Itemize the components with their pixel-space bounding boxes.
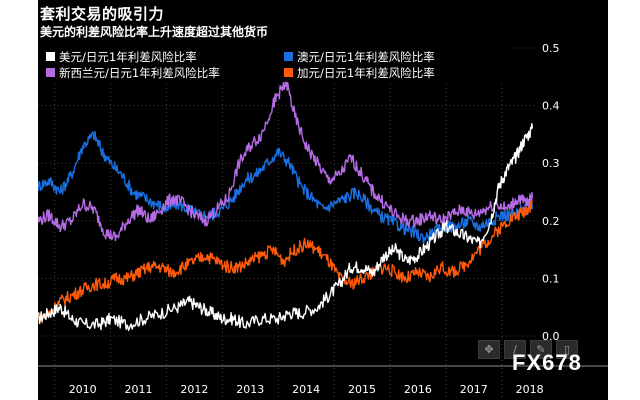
legend-background [42, 46, 512, 82]
y-tick-label: 0.2 [542, 215, 560, 228]
x-tick-label: 2013 [236, 383, 264, 396]
legend-label: 新西兰元/日元1年利差风险比率 [59, 66, 220, 80]
chart-frame: 0.0 0.1 0.2 0.3 0.4 0.5 2010 2011 2012 2013 2014 20… [38, 0, 633, 400]
rectangle-tool-icon[interactable]: ▯ [556, 340, 578, 359]
y-axis-title: 比率 [618, 182, 633, 212]
y-tick-label: 0.4 [542, 100, 560, 113]
move-tool-icon[interactable]: ✥ [478, 340, 500, 359]
watermark: FX678 [512, 350, 582, 375]
legend: 美元/日元1年利差风险比率 澳元/日元1年利差风险比率新西兰元/日元1年利差风险比… [42, 46, 512, 82]
legend-swatch [284, 52, 293, 61]
legend-label: 美元/日元1年利差风险比率 [59, 50, 197, 64]
y-tick-label: 0.3 [542, 157, 560, 170]
pencil-tool-icon[interactable]: ✎ [530, 340, 552, 359]
line-tool-icon[interactable]: ∕ [504, 340, 526, 359]
legend-label: 澳元/日元1年利差风险比率 [297, 50, 435, 64]
legend-swatch [46, 52, 55, 61]
x-tick-label: 2017 [460, 383, 488, 396]
x-tick-label: 2016 [404, 383, 432, 396]
x-tick-label: 2015 [348, 383, 376, 396]
chart-toolbar: ✥ ∕ ✎ ▯ [478, 340, 578, 359]
series-line-0 [38, 123, 534, 332]
x-tick-label: 2011 [125, 383, 153, 396]
x-tick-label: 2018 [516, 383, 544, 396]
x-tick-label: 2010 [69, 383, 97, 396]
y-tick-label: 0.5 [542, 42, 560, 55]
y-tick-label: 0.0 [542, 330, 560, 343]
x-tick-label: 2012 [180, 383, 208, 396]
x-tick-label: 2014 [292, 383, 320, 396]
chart-title: 套利交易的吸引力 [40, 5, 165, 23]
series-line-3 [38, 199, 533, 325]
series-line-1 [38, 130, 534, 246]
legend-swatch [284, 68, 293, 77]
chart-subtitle: 美元的利差风险比率上升速度超过其他货币 [40, 25, 269, 39]
legend-swatch [46, 68, 55, 77]
y-tick-label: 0.1 [542, 272, 560, 285]
legend-label: 加元/日元1年利差风险比率 [297, 66, 435, 80]
